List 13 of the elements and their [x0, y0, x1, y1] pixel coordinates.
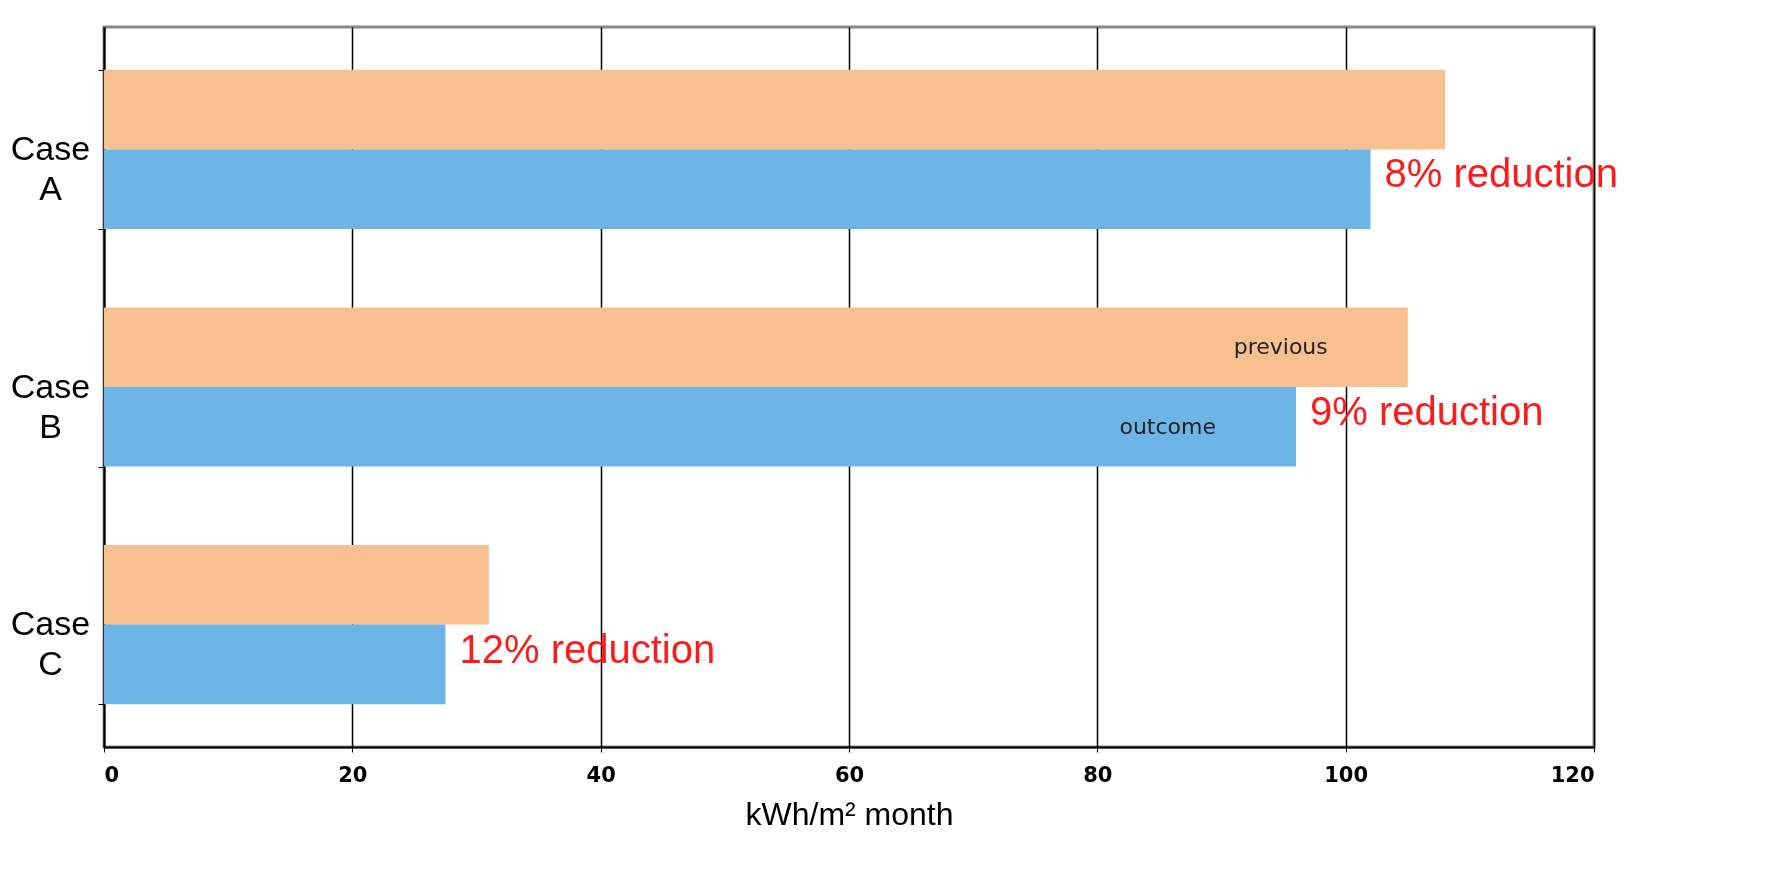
series-label: outcome [1119, 413, 1216, 439]
x-tick-label: 100 [1324, 762, 1369, 787]
y-tick-label: Case B [10, 366, 91, 445]
x-tick-label: 60 [834, 762, 865, 787]
y-tick-label: Case A [10, 128, 91, 207]
x-tick-label: 40 [586, 762, 616, 787]
series-label: previous [1233, 334, 1328, 360]
x-tick-label: 80 [1083, 762, 1113, 787]
x-axis-title: kWh/m² month [745, 795, 954, 832]
y-tick-label: Case C [10, 604, 91, 683]
x-tick-label: 20 [338, 762, 368, 787]
x-tick-label: 120 [1550, 762, 1595, 787]
x-tick-label: 0 [104, 762, 120, 787]
